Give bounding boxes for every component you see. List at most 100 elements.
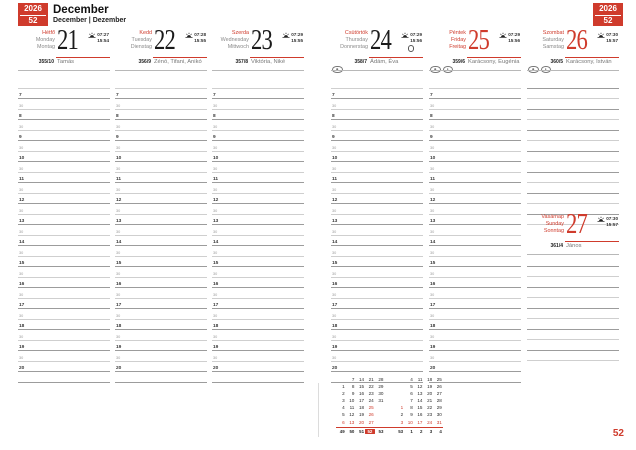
sunrise-time: 07:29	[291, 32, 303, 37]
mini-calendar-day: 31	[436, 419, 442, 425]
time-slot-row: 14	[212, 236, 304, 246]
badge-year: 2026	[20, 3, 46, 16]
hour-label: 19	[116, 344, 122, 350]
mini-calendar-day: 28	[436, 398, 442, 404]
half-hour-label: 30	[332, 293, 337, 297]
mini-calendar-day: 11	[417, 377, 423, 382]
time-slot-row: 30	[331, 99, 423, 110]
time-slot-row: 30	[212, 141, 304, 152]
mini-calendar-day: 6	[342, 419, 345, 425]
time-slot-row: 30	[429, 309, 521, 320]
hour-label: 16	[116, 281, 122, 287]
half-hour-label: 30	[116, 146, 121, 150]
hour-label: 9	[213, 134, 216, 140]
half-hour-label: 30	[19, 230, 24, 234]
sunrise-time: 07:27	[97, 32, 109, 37]
time-slot-row: 30	[331, 267, 423, 278]
header-rule	[527, 254, 619, 255]
mini-calendar-day: 17	[417, 419, 423, 425]
day-name-en: Monday	[35, 36, 55, 43]
moon-phase-icon	[407, 45, 414, 52]
half-hour-label: 30	[332, 335, 337, 339]
time-slot-row: 30	[429, 141, 521, 152]
day-name-de: Donnerstag	[340, 43, 368, 50]
time-slot-row: 12	[331, 194, 423, 204]
mini-calendar-day: 13	[349, 419, 355, 425]
day-name-en: Sunday	[545, 220, 564, 227]
holiday-icon	[442, 65, 453, 73]
hour-label: 17	[116, 302, 122, 308]
time-slot-row: 14	[331, 236, 423, 246]
time-slot-row: 9	[115, 131, 207, 141]
sunrise-sunset-icon	[499, 32, 507, 39]
day-names: Csütörtök Thursday Donnerstag	[331, 30, 368, 51]
mini-calendar-day: 12	[417, 384, 423, 390]
time-slot-row: 9	[18, 131, 110, 141]
half-hour-label: 30	[430, 314, 435, 318]
hour-label: 9	[116, 134, 119, 140]
day-name-hu: Csütörtök	[344, 30, 368, 36]
time-slot-row: 30	[212, 351, 304, 362]
sunset-time: 15:57	[606, 221, 618, 227]
date-underline	[565, 56, 619, 58]
namedays: János	[566, 243, 582, 249]
time-slot-row: 30	[115, 99, 207, 110]
half-hour-label: 30	[213, 251, 218, 255]
year-week-badge: 2026 52	[18, 3, 48, 26]
hour-label: 7	[332, 92, 335, 98]
half-hour-label: 30	[116, 188, 121, 192]
holiday-icon	[528, 65, 539, 73]
hour-label: 8	[332, 113, 335, 119]
holiday-icons	[430, 65, 453, 73]
badge-week: 52	[603, 16, 613, 25]
notes-grid	[527, 78, 619, 225]
hour-label: 10	[430, 155, 436, 161]
mini-calendar-day: 6	[410, 391, 413, 397]
sunrise-time: 07:30	[606, 216, 618, 221]
day-header: Szerda Wednesday Mittwoch 23 07:29 15:55…	[212, 25, 304, 78]
mini-calendar-day	[375, 412, 385, 419]
hour-label: 11	[116, 176, 122, 182]
mini-calendar-week-number: 50	[349, 429, 355, 434]
time-slot-row: 30	[212, 330, 304, 341]
hour-label: 8	[213, 113, 216, 119]
time-slot-row: 16	[18, 278, 110, 288]
mini-calendar-day: 2	[342, 391, 345, 397]
hour-label: 18	[116, 323, 122, 329]
ruled-line	[527, 99, 619, 110]
half-hour-label: 30	[430, 356, 435, 360]
half-hour-label: 30	[116, 356, 121, 360]
time-slot-row: 18	[331, 320, 423, 330]
time-slot-row: 30	[429, 162, 521, 173]
time-slot-row: 30	[331, 288, 423, 299]
sun-times: 07:28 15:55	[185, 32, 206, 43]
hour-label: 13	[19, 218, 25, 224]
half-hour-label: 30	[430, 146, 435, 150]
time-slot-row: 13	[212, 215, 304, 225]
time-slot-row: 30	[18, 120, 110, 131]
time-slot-row: 12	[429, 194, 521, 204]
day-of-year: 358/7	[354, 59, 367, 65]
time-slot-row: 30	[429, 204, 521, 215]
half-hour-label: 30	[19, 293, 24, 297]
mini-calendar-day: 8	[351, 384, 355, 390]
day-name-de: Mittwoch	[227, 43, 249, 50]
time-slot-row: 30	[18, 162, 110, 173]
half-hour-label: 30	[116, 314, 121, 318]
hour-label: 10	[332, 155, 338, 161]
half-hour-label: 30	[332, 146, 337, 150]
day-number: 25	[468, 24, 490, 56]
ruled-line	[429, 372, 521, 383]
time-slot-row: 14	[115, 236, 207, 246]
mini-calendar-day: 10	[407, 419, 413, 425]
mini-calendar-day: 15	[417, 405, 423, 411]
half-hour-label: 30	[332, 188, 337, 192]
time-slot-row: 11	[331, 173, 423, 183]
mini-calendar-day: 16	[358, 391, 365, 397]
mini-calendar-day: 10	[349, 398, 355, 404]
mini-calendar-day: 16	[417, 412, 423, 418]
time-slot-row: 30	[212, 162, 304, 173]
badge-week: 52	[28, 16, 38, 25]
half-hour-label: 30	[332, 356, 337, 360]
date-underline	[369, 56, 423, 58]
